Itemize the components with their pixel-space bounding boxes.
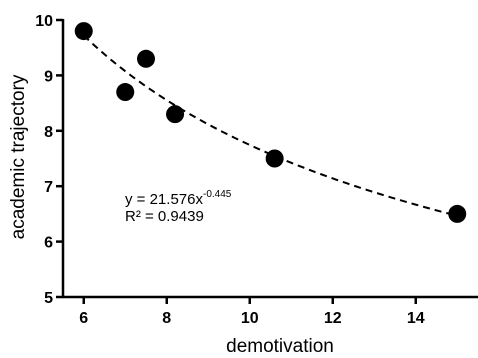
equation-exponent: -0.445 <box>203 189 232 200</box>
data-point <box>137 49 155 68</box>
data-point <box>265 149 284 168</box>
y-tick-label: 6 <box>44 235 53 252</box>
r-squared-label: R² = 0.9439 <box>125 208 204 225</box>
data-points <box>74 22 467 223</box>
equation-main: y = 21.576x <box>125 191 203 208</box>
y-tick-label: 10 <box>35 13 53 30</box>
trendline-equation: y = 21.576x-0.445 <box>125 189 232 208</box>
x-axis-label: demotivation <box>226 336 334 357</box>
y-tick-label: 7 <box>44 179 53 196</box>
x-tick-label: 14 <box>407 310 425 327</box>
data-point <box>116 83 135 102</box>
x-tick-label: 12 <box>324 310 342 327</box>
data-point <box>74 22 93 41</box>
data-point <box>166 105 185 124</box>
y-tick-label: 8 <box>44 124 53 141</box>
x-ticks: 6 8 10 12 14 <box>79 297 425 327</box>
y-tick-label: 5 <box>44 290 53 307</box>
x-tick-label: 8 <box>162 310 171 327</box>
x-tick-label: 10 <box>241 310 259 327</box>
x-tick-label: 6 <box>79 310 88 327</box>
y-tick-label: 9 <box>44 68 53 85</box>
data-point <box>448 204 467 223</box>
axes <box>61 19 478 299</box>
y-axis-label: academic trajectory <box>8 74 29 239</box>
y-ticks: 5 6 7 8 9 10 <box>35 13 63 307</box>
